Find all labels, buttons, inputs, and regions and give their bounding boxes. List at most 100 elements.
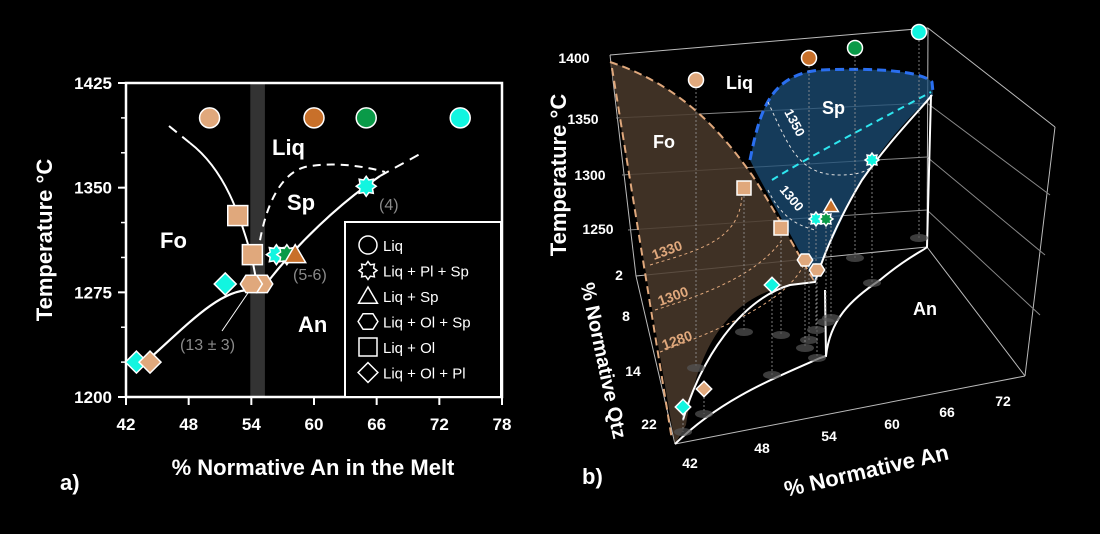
shaded-band [250,83,265,397]
grid-line [627,209,928,231]
contour-label: 1330 [650,237,685,263]
x-tick-label: 66 [367,415,386,434]
data-point-3d-star [807,210,825,228]
point-shadow [863,279,881,287]
box-edge [609,27,929,56]
x-tick-label: 42 [117,415,136,434]
legend-marker-diamond [357,361,379,384]
sp-liq-boundary-dashed [257,163,386,255]
sp-boundary-dashed [748,67,935,161]
point-shadow [808,354,826,362]
x-tick-label: 54 [821,428,837,444]
y-tick-label: 1275 [74,283,112,302]
legend-entry: Liq + Ol + Sp [383,315,471,332]
contour-label: 1350 [781,106,808,139]
legend-marker-hexagon [357,312,379,331]
data-point-3d-star [817,210,835,228]
point-shadow [846,254,864,262]
field-label-sp: Sp [287,190,315,215]
data-point-3d-circle [910,23,928,41]
sp-contour-1300 [767,189,816,231]
data-point-circle [355,107,377,129]
point-shadow [822,314,840,322]
grid-line [926,209,1041,316]
x-tick-label: 66 [939,404,955,420]
y-tick-label: 2 [615,267,623,283]
x-tick-label: 78 [493,415,512,434]
x-tick-label: 72 [995,393,1011,409]
data-point-square [241,243,264,266]
point-shadow [910,234,928,242]
sp-contour-1350 [767,101,873,176]
y-tick-label: 1200 [74,388,112,407]
box-edge [1024,126,1056,377]
fo-edge-dashed [611,67,673,441]
point-shadow [735,328,753,336]
data-point-3d-diamond [674,398,692,416]
data-point-circle [449,107,471,129]
data-point-star [354,174,378,198]
annotation: (5-6) [293,267,327,284]
point-shadow [772,331,790,339]
z-tick-label: 1400 [558,50,589,66]
data-point-diamond [137,350,163,375]
panel-label-b: b) [582,464,603,489]
box-edge [635,246,928,277]
box-edge [609,54,637,277]
legend-entry: Liq + Pl + Sp [383,264,469,281]
legend-box [344,221,502,398]
field-label-3d-an: An [913,299,937,319]
point-shadow [796,344,814,352]
y-tick-label: 1425 [74,74,112,93]
y-tick-label: 14 [625,363,641,379]
y-tick-label: 22 [641,416,657,432]
cotectic-curve-lower [674,289,828,445]
annotation: (4) [379,197,399,214]
point-shadow [800,336,818,344]
contour-label: 1300 [777,182,807,214]
legend-entry: Liq + Ol [383,340,435,357]
z-tick-label: 1350 [567,111,598,127]
fo-liq-boundary-dashed [168,125,191,144]
box-edge [926,246,1026,377]
point-shadow [817,318,835,326]
box-edge [635,275,676,445]
data-point-square [227,204,249,227]
x-tick-label: 60 [305,415,324,434]
x-tick-label: 60 [884,416,900,432]
data-point-3d-hexagon [796,253,814,267]
x-axis-label-3d: % Normative An [782,440,951,502]
data-point-circle [198,107,221,129]
annotation-leader [221,289,251,332]
field-label-liq: Liq [272,135,305,160]
field-label-3d-liq: Liq [726,73,753,93]
data-point-3d-circle [800,49,818,67]
chart-a: 1200 1275 1350 1425 42 48 54 60 66 72 78 % Normativ… [32,74,512,495]
fo-boundary-dashed [609,61,816,283]
data-point-triangle [283,243,308,264]
fo-contour [659,261,806,353]
legend-marker-square [358,337,378,357]
field-label-fo: Fo [160,228,187,253]
point-shadow [807,326,825,334]
x-tick-label: 42 [682,455,698,471]
fo-contour [654,239,783,311]
x-tick-label: 48 [754,440,770,456]
data-point-hexagon [239,274,264,294]
data-point-3d-hexagon [808,263,826,277]
grid-line [926,102,1051,196]
sp-surface [750,69,933,282]
data-point-diamond [213,271,238,297]
y-axis-label-3d: % Normative Qtz [576,281,631,441]
contour-label: 1300 [656,283,691,309]
z-tick-label: 1300 [574,167,605,183]
data-point-3d-star [863,151,881,169]
fo-contour [649,194,743,266]
legend-marker-circle [358,235,378,255]
data-point-3d-circle [846,39,864,57]
legend-entry: Liq + Ol + Pl [383,366,466,383]
data-point-3d-square [736,180,752,196]
field-label-3d-sp: Sp [822,98,845,118]
box-edge [927,27,1056,128]
data-point-3d-square [773,220,789,236]
